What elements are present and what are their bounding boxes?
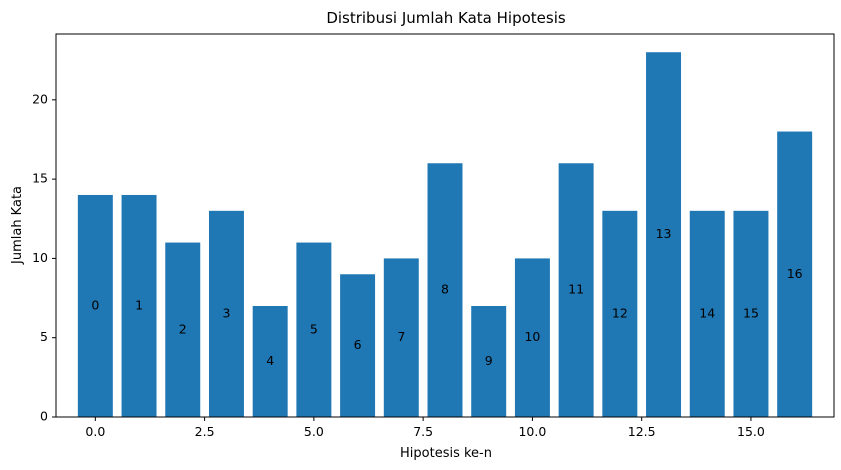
y-tick-label-1: 5 xyxy=(40,329,48,344)
bar-label-3: 3 xyxy=(222,305,230,320)
x-tick-label-2: 5.0 xyxy=(304,424,324,439)
bar-11 xyxy=(558,163,594,417)
y-tick-label-2: 10 xyxy=(32,250,48,265)
bars-group xyxy=(77,52,813,417)
bar-label-16: 16 xyxy=(787,266,803,281)
x-tick-label-6: 15.0 xyxy=(737,424,765,439)
y-axis-label: Jumlah Kata xyxy=(10,186,25,265)
x-tick-label-4: 10.0 xyxy=(518,424,546,439)
bar-1 xyxy=(121,194,157,417)
x-axis-label: Hipotesis ke-n xyxy=(400,446,492,461)
bar-label-11: 11 xyxy=(568,282,584,297)
y-tick-label-0: 0 xyxy=(40,409,48,424)
bar-13 xyxy=(646,52,682,417)
bar-9 xyxy=(471,305,507,417)
bar-15 xyxy=(733,210,769,417)
x-tick-label-1: 2.5 xyxy=(195,424,215,439)
bar-2 xyxy=(165,242,201,417)
bar-label-0: 0 xyxy=(91,297,99,312)
x-tick-label-0: 0.0 xyxy=(85,424,105,439)
bar-6 xyxy=(340,274,376,417)
y-tick-label-3: 15 xyxy=(32,171,48,186)
y-axis-ticks: 0 5 10 15 20 xyxy=(32,91,56,424)
bar-0 xyxy=(77,194,113,417)
bar-label-13: 13 xyxy=(656,226,672,241)
chart-title: Distribusi Jumlah Kata Hipotesis xyxy=(326,9,566,27)
bar-5 xyxy=(296,242,332,417)
bar-4 xyxy=(252,305,288,417)
bar-16 xyxy=(777,131,813,417)
x-tick-label-3: 7.5 xyxy=(413,424,433,439)
bar-label-12: 12 xyxy=(612,305,628,320)
bar-8 xyxy=(427,163,463,417)
plot-frame xyxy=(55,33,835,418)
bar-label-9: 9 xyxy=(485,353,493,368)
bar-10 xyxy=(514,258,550,417)
bar-label-2: 2 xyxy=(179,321,187,336)
bar-label-14: 14 xyxy=(699,305,715,320)
bar-label-4: 4 xyxy=(266,353,274,368)
bar-label-10: 10 xyxy=(524,329,540,344)
bar-12 xyxy=(602,210,638,417)
bar-3 xyxy=(208,210,244,417)
bar-label-6: 6 xyxy=(354,337,362,352)
bar-label-1: 1 xyxy=(135,297,143,312)
bar-7 xyxy=(383,258,419,417)
bar-label-8: 8 xyxy=(441,282,449,297)
y-tick-label-4: 20 xyxy=(32,91,48,106)
x-axis-ticks: 0.0 2.5 5.0 7.5 10.0 12.5 15.0 xyxy=(85,417,765,439)
bar-14 xyxy=(689,210,725,417)
bar-label-15: 15 xyxy=(743,305,759,320)
bar-label-5: 5 xyxy=(310,321,318,336)
x-tick-label-5: 12.5 xyxy=(628,424,656,439)
bar-label-7: 7 xyxy=(397,329,405,344)
